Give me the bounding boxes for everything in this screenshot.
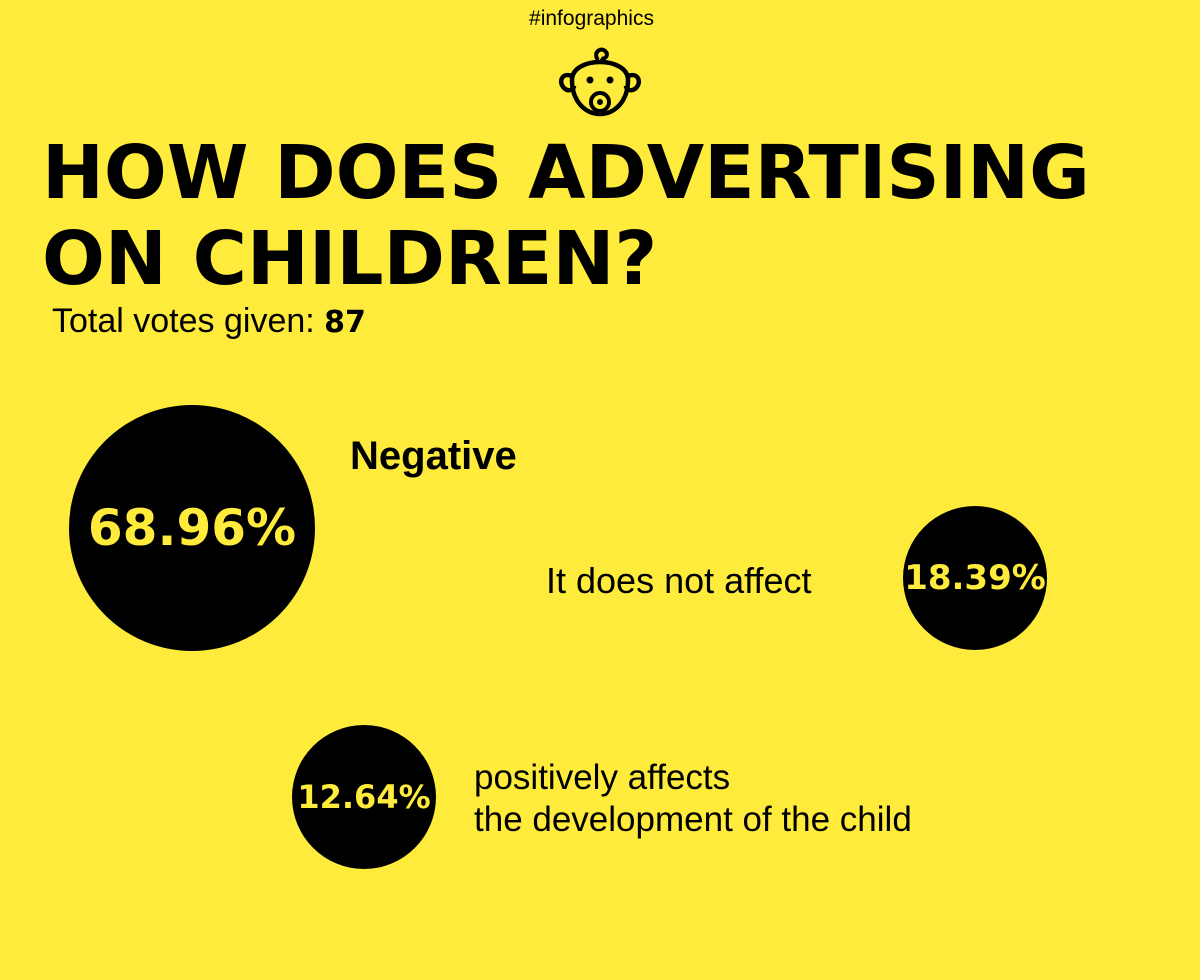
page-title: HOW DOES ADVERTISING ON CHILDREN? xyxy=(42,130,1090,302)
total-votes-label: Total votes given: xyxy=(52,302,315,340)
bubble-value-negative: 68.96% xyxy=(87,499,297,557)
bubble-value-no-effect: 18.39% xyxy=(904,558,1046,598)
total-votes: Total votes given: 87 xyxy=(52,302,366,341)
hashtag-label: #infographics xyxy=(529,7,654,30)
answer-label-no-effect: It does not affect xyxy=(546,560,812,601)
answer-label-positive: positively affects the development of th… xyxy=(474,757,912,841)
bubble-negative xyxy=(69,405,315,651)
answer-label-positive-line-2: the development of the child xyxy=(474,800,912,839)
total-votes-count: 87 xyxy=(324,305,366,340)
answer-label-positive-line-1: positively affects xyxy=(474,758,731,797)
title-line-1: HOW DOES ADVERTISING xyxy=(42,130,1090,216)
bubble-positive xyxy=(292,725,436,869)
baby-face-icon xyxy=(559,47,641,117)
title-line-2: ON CHILDREN? xyxy=(42,216,658,302)
answer-label-negative: Negative xyxy=(350,434,517,478)
bubble-value-positive: 12.64% xyxy=(297,778,431,816)
bubble-no-effect xyxy=(903,506,1047,650)
